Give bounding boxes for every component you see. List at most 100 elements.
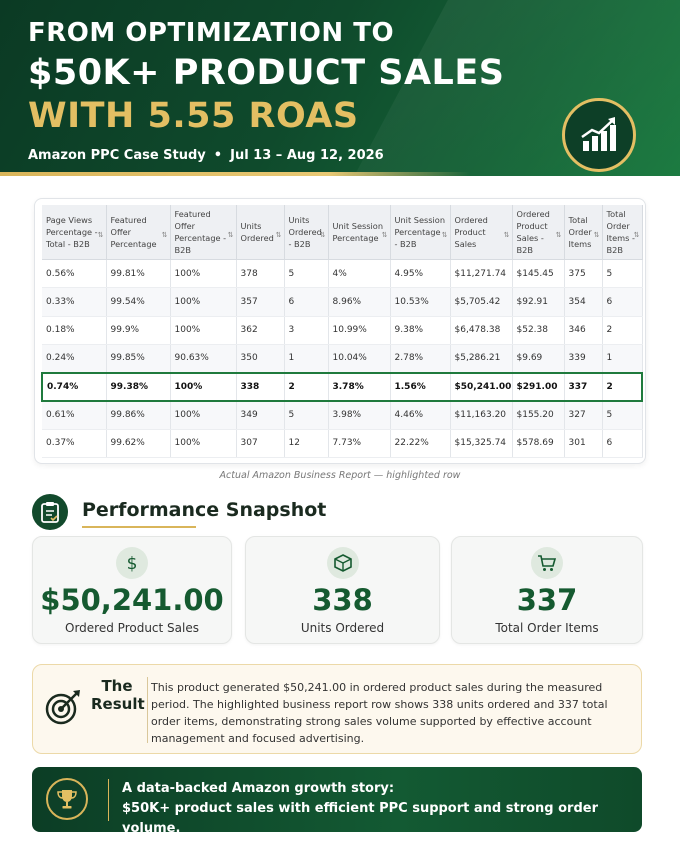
table-cell: 22.22%	[390, 429, 451, 459]
column-header-label: Total Order Items	[568, 215, 592, 249]
table-cell: 0.61%	[42, 400, 107, 430]
table-cell: 1	[284, 344, 329, 374]
table-cell: $155.20	[512, 400, 565, 430]
table-cell: 357	[236, 287, 285, 317]
table-cell: 0.56%	[42, 259, 107, 289]
sort-icon[interactable]: ⇅	[593, 231, 600, 239]
table-cell: 2	[602, 371, 643, 402]
clipboard-icon	[32, 494, 68, 530]
sort-icon[interactable]: ⇅	[503, 231, 510, 239]
headline-line-3: WITH 5.55 ROAS	[28, 96, 359, 136]
table-cell: 338	[236, 371, 285, 402]
column-header-label: Units Ordered	[240, 221, 274, 243]
table-cell: 5	[602, 400, 643, 430]
table-cell: 10.04%	[328, 344, 391, 374]
column-header-label: Units Ordered - B2B	[288, 215, 322, 249]
trophy-icon	[46, 778, 88, 820]
table-cell: 350	[236, 344, 285, 374]
column-header[interactable]: Page Views Percentage - Total - B2B ⇅	[42, 205, 107, 260]
table-cell: 99.38%	[106, 371, 171, 402]
sort-icon[interactable]: ⇅	[319, 231, 326, 239]
column-header[interactable]: Units Ordered - B2B ⇅	[284, 205, 329, 260]
column-header[interactable]: Unit Session Percentage ⇅	[328, 205, 391, 260]
table-cell: 4%	[328, 259, 391, 289]
table-caption: Actual Amazon Business Report — highligh…	[219, 470, 461, 481]
sort-icon[interactable]: ⇅	[381, 231, 388, 239]
sort-icon[interactable]: ⇅	[441, 231, 448, 239]
stat-card-units: 338 Units Ordered	[245, 536, 440, 644]
table-cell: 3.98%	[328, 400, 391, 430]
column-header[interactable]: Units Ordered ⇅	[236, 205, 285, 260]
column-header[interactable]: Featured Offer Percentage ⇅	[106, 205, 171, 260]
sort-icon[interactable]: ⇅	[633, 231, 640, 239]
stat-label: Total Order Items	[495, 621, 599, 635]
stat-value: $50,241.00	[40, 583, 224, 617]
table-row: 0.33% 99.54% 100% 357 6 8.96% 10.53% $5,705.42 $…	[42, 287, 643, 317]
table-row: 0.37% 99.62% 100% 307 12 7.73% 22.22% $15,325.7…	[42, 429, 643, 459]
stat-card-sales: $ $50,241.00 Ordered Product Sales	[32, 536, 232, 644]
sort-icon[interactable]: ⇅	[227, 231, 234, 239]
table-cell: $92.91	[512, 287, 565, 317]
table-cell: 99.85%	[106, 344, 171, 374]
table-cell: 4.46%	[390, 400, 451, 430]
subtitle-separator: •	[213, 148, 223, 163]
table-row: 0.56% 99.81% 100% 378 5 4% 4.95% $11,271.74 $145…	[42, 259, 643, 289]
table-cell: 90.63%	[170, 344, 237, 374]
table-row: 0.24% 99.85% 90.63% 350 1 10.04% 2.78% $5,286.2…	[42, 344, 643, 374]
table-cell: 10.53%	[390, 287, 451, 317]
table-cell: 5	[284, 259, 329, 289]
table-cell: 6	[602, 287, 643, 317]
sort-icon[interactable]: ⇅	[555, 231, 562, 239]
column-header[interactable]: Total Order Items - B2B ⇅	[602, 205, 643, 260]
dollar-icon: $	[116, 547, 148, 579]
headline-line-2: $50K+ PRODUCT SALES	[28, 53, 505, 93]
column-header[interactable]: Ordered Product Sales - B2B ⇅	[512, 205, 565, 260]
table-cell: 378	[236, 259, 285, 289]
stat-label: Units Ordered	[300, 621, 385, 635]
sort-icon[interactable]: ⇅	[97, 231, 104, 239]
snapshot-title: Performance Snapshot	[82, 499, 327, 521]
table-cell: $11,163.20	[450, 400, 513, 430]
column-header[interactable]: Unit Session Percentage - B2B ⇅	[390, 205, 451, 260]
header-subtitle: Amazon PPC Case Study • Jul 13 – Aug 12, 2…	[28, 148, 384, 163]
table-cell: 0.33%	[42, 287, 107, 317]
table-cell: 362	[236, 316, 285, 345]
column-header[interactable]: Ordered Product Sales ⇅	[450, 205, 513, 260]
table-cell: 7.73%	[328, 429, 391, 459]
table-cell: 100%	[170, 400, 237, 430]
headline-line-1: FROM OPTIMIZATION TO	[28, 18, 395, 48]
svg-text:$: $	[127, 554, 138, 573]
stat-value: 338	[312, 583, 373, 617]
table-cell: 346	[564, 316, 603, 345]
sort-icon[interactable]: ⇅	[161, 231, 168, 239]
stat-value: 337	[516, 583, 578, 617]
column-header-label: Page Views Percentage - Total - B2B	[46, 215, 98, 249]
business-report-card: Page Views Percentage - Total - B2B ⇅ Feat…	[34, 198, 646, 464]
table-cell: $15,325.74	[450, 429, 513, 459]
date-range: Jul 13 – Aug 12, 2026	[230, 148, 384, 163]
target-icon	[45, 690, 80, 725]
table-cell: $6,478.38	[450, 316, 513, 345]
column-header[interactable]: Featured Offer Percentage - B2B ⇅	[170, 205, 237, 260]
table-cell: 99.62%	[106, 429, 171, 459]
box-icon	[326, 547, 359, 579]
table-row: 0.61% 99.86% 100% 349 5 3.98% 4.46% $11,163.20 $…	[42, 400, 643, 430]
sort-icon[interactable]: ⇅	[275, 231, 282, 239]
table-cell: 100%	[170, 259, 237, 289]
stat-label: Ordered Product Sales	[65, 621, 199, 635]
growth-badge	[562, 98, 636, 172]
column-header-label: Unit Session Percentage	[332, 221, 384, 243]
table-cell: 99.9%	[106, 316, 171, 345]
table-cell: 349	[236, 400, 285, 430]
table-cell: $5,286.21	[450, 344, 513, 374]
table-cell: 4.95%	[390, 259, 451, 289]
table-cell: 1.56%	[390, 371, 451, 402]
table-cell: $145.45	[512, 259, 565, 289]
table-cell: 2	[602, 316, 643, 345]
table-body: 0.56% 99.81% 100% 378 5 4% 4.95% $11,271.74 $145…	[41, 259, 643, 459]
column-header[interactable]: Total Order Items ⇅	[564, 205, 603, 260]
hero-header: FROM OPTIMIZATION TO $50K+ PRODUCT SALES…	[0, 0, 680, 176]
table-cell: $50,241.00	[450, 371, 513, 402]
column-header-label: Ordered Product Sales	[454, 215, 488, 249]
column-header-label: Ordered Product Sales - B2B	[516, 209, 550, 255]
